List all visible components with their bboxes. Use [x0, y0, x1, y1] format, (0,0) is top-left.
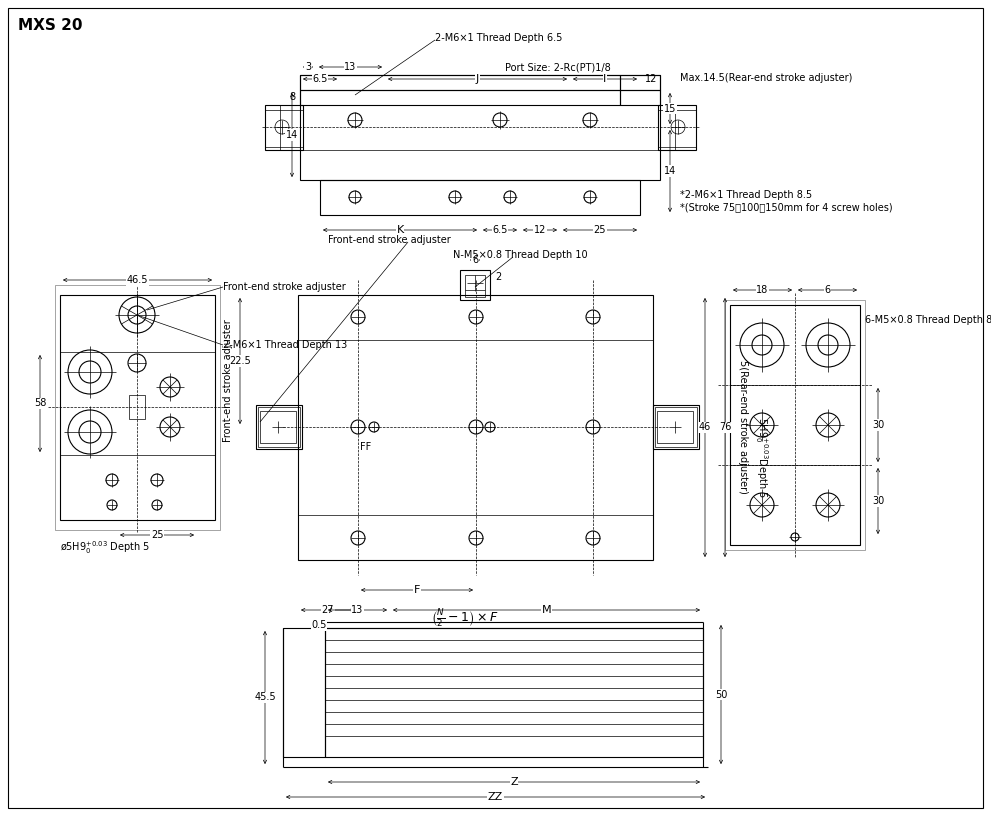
Text: Front-end stroke adjuster: Front-end stroke adjuster [223, 282, 346, 292]
Text: 14: 14 [285, 130, 298, 140]
Text: Z: Z [510, 777, 518, 787]
Text: 8: 8 [289, 92, 295, 103]
Text: K: K [396, 225, 403, 235]
Bar [265, 105, 303, 150]
Text: *2-M6×1 Thread Depth 8.5: *2-M6×1 Thread Depth 8.5 [680, 190, 813, 200]
Text: 6-M5×0.8 Thread Depth 8: 6-M5×0.8 Thread Depth 8 [865, 315, 991, 325]
Text: MXS 20: MXS 20 [18, 17, 82, 33]
Text: 30: 30 [872, 420, 884, 430]
Bar [460, 270, 490, 300]
Text: 30: 30 [872, 496, 884, 506]
Text: M: M [542, 605, 551, 615]
Text: FF: FF [361, 442, 372, 452]
Text: Port Size: 2-Rc(PT)1/8: Port Size: 2-Rc(PT)1/8 [505, 63, 610, 73]
Bar [620, 75, 660, 105]
Text: 15: 15 [664, 104, 676, 113]
Text: I: I [604, 74, 606, 84]
Text: 18: 18 [756, 285, 769, 295]
Text: 27: 27 [322, 605, 334, 615]
Bar [325, 628, 703, 757]
Text: 6.5: 6.5 [312, 74, 328, 84]
Bar [258, 407, 300, 447]
Text: ZZ: ZZ [488, 792, 503, 802]
Text: 2-M6×1 Thread Depth 13: 2-M6×1 Thread Depth 13 [223, 340, 347, 350]
Bar [256, 405, 302, 449]
Text: N-M5×0.8 Thread Depth 10: N-M5×0.8 Thread Depth 10 [453, 250, 588, 260]
Bar [300, 75, 620, 105]
Text: Max.14.5(Rear-end stroke adjuster): Max.14.5(Rear-end stroke adjuster) [680, 73, 852, 83]
Text: 46.5: 46.5 [127, 275, 149, 285]
Text: J: J [476, 74, 479, 84]
Text: 13: 13 [345, 62, 357, 72]
Text: 2-M6×1 Thread Depth 6.5: 2-M6×1 Thread Depth 6.5 [435, 33, 562, 43]
Text: 2: 2 [495, 272, 501, 282]
Bar [60, 295, 215, 520]
Text: F: F [414, 585, 420, 595]
Text: 0.5: 0.5 [311, 620, 327, 630]
Text: 50: 50 [715, 690, 727, 699]
Bar [283, 628, 325, 757]
Text: Front-end stroke adjuster: Front-end stroke adjuster [328, 235, 451, 245]
Bar [300, 90, 660, 180]
Text: 5H9$^{+0.03}_{0}$Depth 5: 5H9$^{+0.03}_{0}$Depth 5 [752, 416, 769, 498]
Bar [300, 75, 660, 90]
Text: $\left(\frac{N}{2}-1\right)\times F$: $\left(\frac{N}{2}-1\right)\times F$ [431, 607, 498, 629]
Bar [465, 275, 485, 297]
Bar [657, 411, 693, 443]
Text: 12: 12 [645, 74, 657, 84]
Text: 6.5: 6.5 [493, 225, 507, 235]
Bar [260, 411, 296, 443]
Bar [298, 295, 653, 560]
Text: 13: 13 [352, 605, 364, 615]
Text: 6: 6 [472, 255, 478, 265]
Text: 22.5: 22.5 [229, 356, 251, 366]
Text: ø5H9$^{+0.03}_{0}$ Depth 5: ø5H9$^{+0.03}_{0}$ Depth 5 [60, 539, 150, 557]
Bar [129, 395, 145, 419]
Text: Front-end stroke adjuster: Front-end stroke adjuster [223, 320, 233, 442]
Text: 76: 76 [718, 423, 731, 432]
Text: 46: 46 [699, 423, 712, 432]
Text: 12: 12 [534, 225, 546, 235]
Bar [725, 300, 865, 550]
Text: 25: 25 [594, 225, 606, 235]
Text: 58: 58 [34, 398, 47, 409]
Bar [655, 407, 697, 447]
Text: 25: 25 [151, 530, 164, 540]
Text: *(Stroke 75、100、150mm for 4 screw holes): *(Stroke 75、100、150mm for 4 screw holes) [680, 202, 893, 212]
Bar [653, 405, 699, 449]
Text: 3: 3 [305, 62, 311, 72]
Text: 5(Rear-end stroke adjuster): 5(Rear-end stroke adjuster) [738, 360, 748, 494]
Text: 14: 14 [664, 166, 676, 176]
Bar [320, 180, 640, 215]
Bar [55, 285, 220, 530]
Bar [658, 105, 696, 150]
Text: 6: 6 [825, 285, 830, 295]
Text: 45.5: 45.5 [254, 693, 275, 703]
Bar [730, 305, 860, 545]
